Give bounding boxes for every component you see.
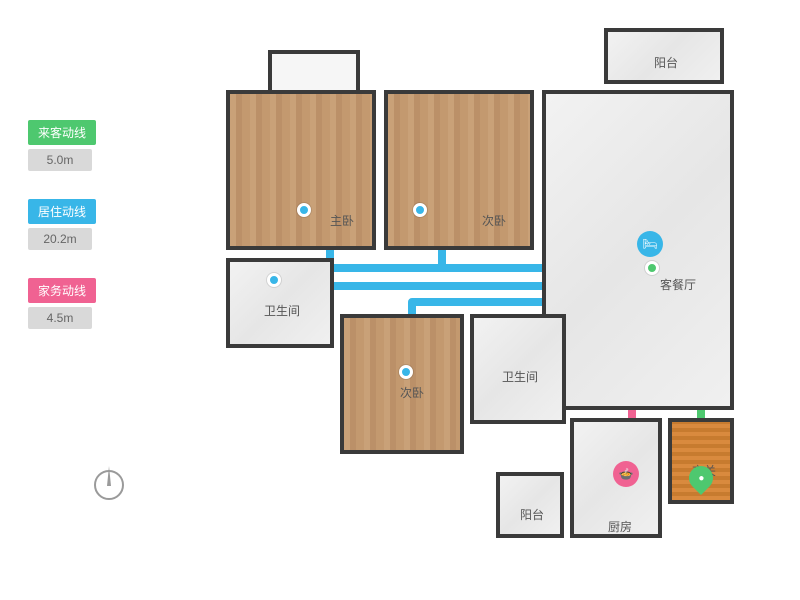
- room-bathroom-l: 卫生间: [226, 258, 334, 348]
- legend-item-guest: 来客动线 5.0m: [28, 120, 96, 171]
- legend-distance: 20.2m: [28, 228, 92, 250]
- living-path-icon: 🛏: [637, 231, 663, 257]
- legend-item-living: 居住动线 20.2m: [28, 199, 96, 250]
- room-label: 次卧: [400, 384, 424, 401]
- living-path-end-0: [297, 203, 311, 217]
- living-path-end-1: [413, 203, 427, 217]
- room-label: 客餐厅: [660, 276, 696, 293]
- legend-label: 家务动线: [28, 278, 96, 303]
- room-label: 阳台: [520, 506, 544, 523]
- compass-icon: [94, 470, 124, 500]
- legend: 来客动线 5.0m 居住动线 20.2m 家务动线 4.5m: [28, 120, 96, 357]
- room-label: 卫生间: [264, 302, 300, 319]
- legend-label: 来客动线: [28, 120, 96, 145]
- room-label: 厨房: [608, 518, 632, 535]
- room-label: 阳台: [654, 54, 678, 71]
- room-second-br-b: 次卧: [340, 314, 464, 454]
- building-notch: [268, 50, 360, 90]
- room-balcony-bot: 阳台: [496, 472, 564, 538]
- legend-item-chore: 家务动线 4.5m: [28, 278, 96, 329]
- room-master-br: 主卧: [226, 90, 376, 250]
- room-second-br-a: 次卧: [384, 90, 534, 250]
- guest-path-end: [645, 261, 659, 275]
- living-path-end-2: [267, 273, 281, 287]
- legend-distance: 5.0m: [28, 149, 92, 171]
- room-label: 主卧: [330, 212, 354, 229]
- room-bathroom-r: 卫生间: [470, 314, 566, 424]
- room-label: 卫生间: [502, 368, 538, 385]
- chore-path-icon: 🍲: [613, 461, 639, 487]
- floor-plan: 阳台主卧次卧客餐厅卫生间次卧卫生间厨房阳台玄关🛏🍲●: [180, 20, 780, 580]
- room-balcony-top: 阳台: [604, 28, 724, 84]
- room-label: 次卧: [482, 212, 506, 229]
- legend-distance: 4.5m: [28, 307, 92, 329]
- living-path-end-3: [399, 365, 413, 379]
- legend-label: 居住动线: [28, 199, 96, 224]
